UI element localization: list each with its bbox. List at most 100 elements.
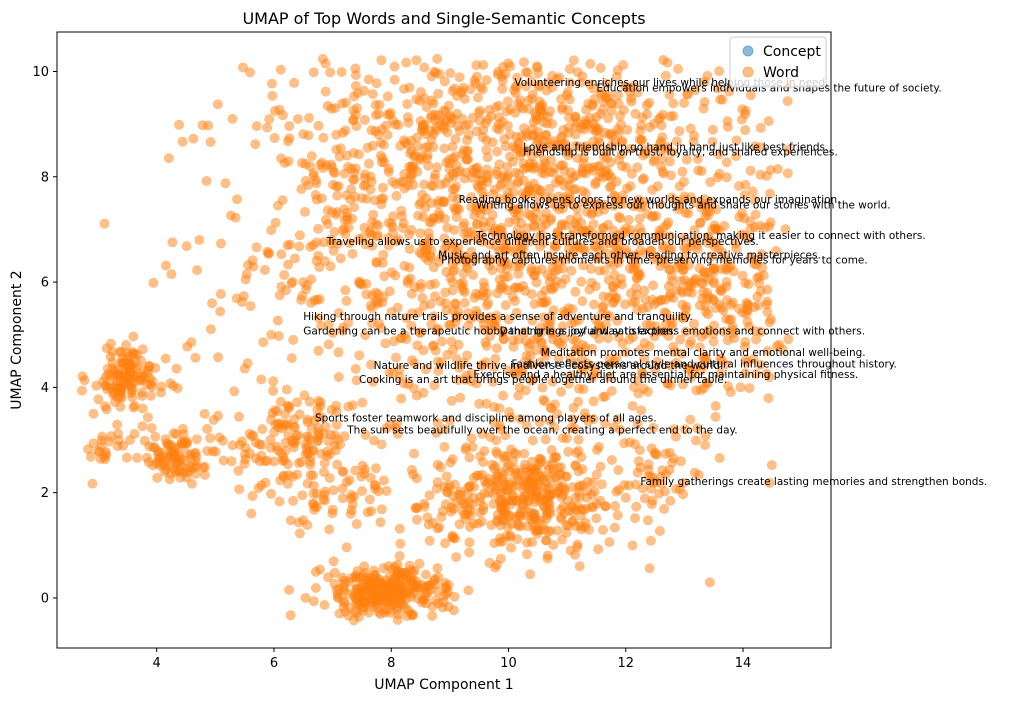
data-point [595, 231, 606, 242]
data-point [404, 244, 415, 254]
data-point [406, 320, 417, 331]
data-point [406, 224, 417, 235]
data-point [615, 213, 626, 224]
data-point [700, 440, 711, 450]
data-point [181, 438, 192, 449]
concept-annotation: Hiking through nature trails provides a … [303, 311, 693, 323]
data-point [632, 467, 643, 478]
data-point [360, 169, 371, 180]
data-point [337, 98, 348, 109]
data-point [680, 207, 691, 218]
data-point [313, 223, 324, 234]
data-point [740, 278, 751, 288]
data-point [629, 262, 640, 273]
data-point [198, 462, 209, 473]
data-point [508, 187, 519, 198]
data-point [545, 416, 556, 427]
data-point [415, 282, 426, 293]
data-point [652, 252, 662, 263]
data-point [704, 577, 715, 588]
data-point [391, 190, 402, 201]
x-tick-label: 6 [270, 656, 278, 671]
data-point [215, 289, 226, 299]
data-point [503, 271, 513, 282]
data-point [705, 197, 716, 207]
data-point [703, 210, 714, 221]
data-point [496, 488, 507, 499]
data-point [233, 465, 244, 476]
data-point [464, 547, 475, 558]
data-point [399, 183, 410, 194]
data-point [394, 579, 405, 590]
data-point [288, 442, 299, 453]
data-point [390, 270, 401, 281]
data-point [331, 419, 342, 430]
data-point [469, 481, 480, 492]
data-point [642, 109, 652, 119]
data-point [618, 60, 629, 71]
data-point [718, 305, 729, 316]
data-point [696, 385, 706, 396]
data-point [349, 202, 360, 213]
data-point [745, 252, 756, 263]
data-point [373, 606, 384, 617]
data-point [570, 129, 581, 140]
data-point [662, 57, 673, 68]
data-point [451, 246, 462, 256]
data-point [446, 395, 457, 406]
data-point [350, 63, 361, 74]
data-point [562, 495, 573, 506]
data-point [627, 540, 638, 551]
data-point [513, 390, 524, 401]
data-point [326, 103, 337, 114]
concept-annotation: Meditation promotes mental clarity and e… [541, 347, 866, 359]
data-point [349, 91, 360, 102]
data-point [512, 72, 523, 83]
data-point [676, 285, 687, 296]
data-point [269, 106, 280, 116]
data-point [596, 323, 607, 334]
data-point [448, 533, 459, 544]
data-point [332, 190, 343, 201]
data-point [319, 600, 330, 610]
data-point [563, 147, 574, 158]
data-point [447, 141, 458, 152]
data-point [547, 334, 558, 345]
data-point [126, 381, 137, 391]
data-point [502, 285, 513, 296]
data-point [471, 60, 482, 71]
data-point [491, 343, 502, 354]
data-point [351, 584, 361, 595]
data-point [585, 58, 596, 69]
data-point [478, 324, 489, 335]
data-point [671, 357, 682, 368]
data-point [594, 441, 604, 452]
data-point [106, 431, 117, 442]
data-point [375, 580, 386, 591]
concept-annotation: Reading books opens doors to new worlds … [459, 194, 841, 206]
data-point [648, 280, 659, 291]
data-point [299, 390, 310, 401]
data-point [568, 414, 578, 425]
data-point [549, 242, 560, 253]
data-point [745, 216, 756, 227]
data-point [751, 369, 762, 379]
data-point [349, 174, 360, 185]
data-point [634, 269, 645, 280]
data-point [481, 135, 492, 146]
data-point [645, 535, 656, 546]
data-point [648, 422, 659, 433]
data-point [476, 313, 487, 324]
data-point [445, 415, 456, 426]
data-point [340, 285, 351, 296]
data-point [594, 171, 605, 182]
data-point [601, 165, 612, 176]
data-point [433, 365, 444, 376]
data-point [745, 90, 756, 101]
data-point [685, 241, 696, 252]
data-point [419, 238, 430, 249]
data-point [525, 569, 536, 580]
data-point [390, 422, 401, 433]
data-point [591, 498, 602, 509]
data-point [708, 336, 719, 347]
